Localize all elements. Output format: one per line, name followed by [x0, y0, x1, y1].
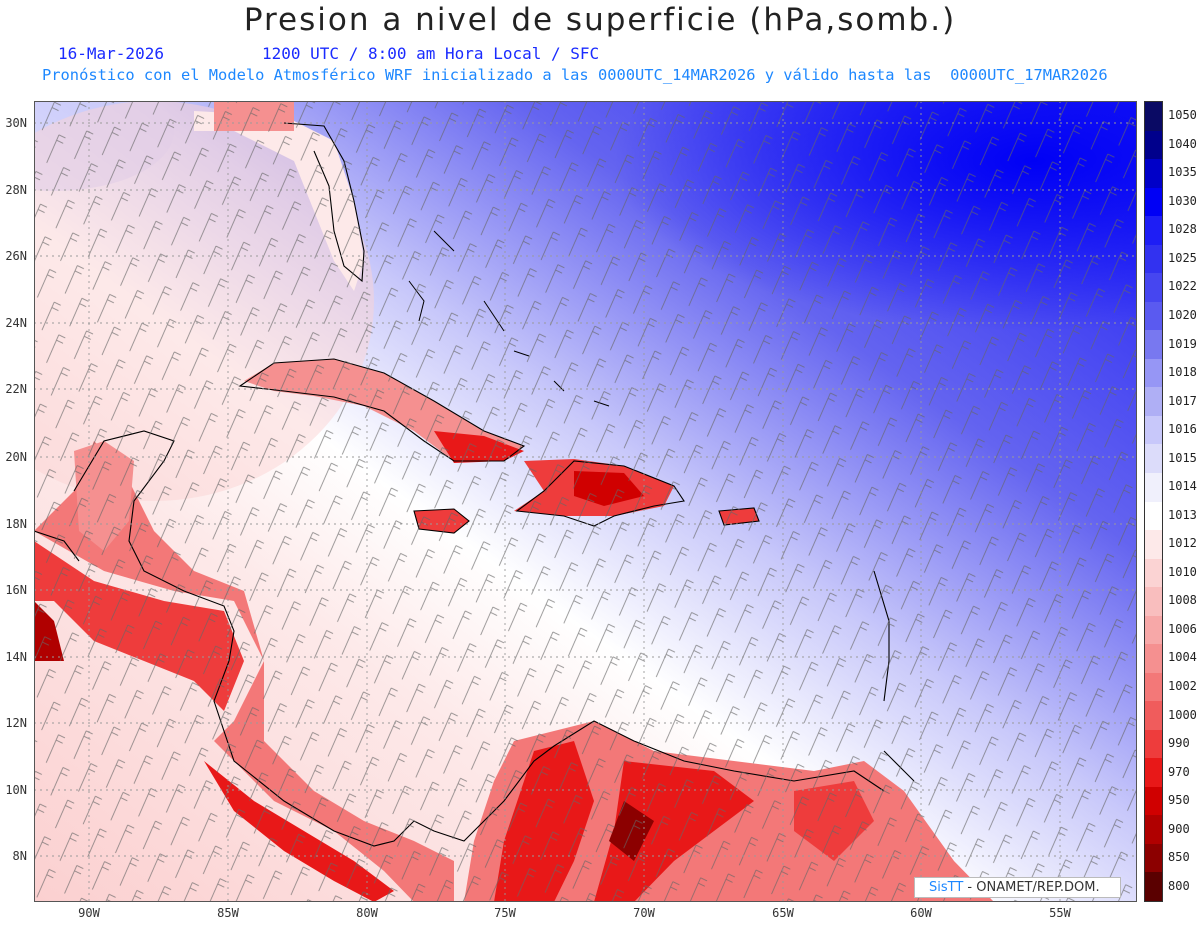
colorbar-level-label: 950	[1168, 793, 1190, 808]
lat-label: 18N	[5, 517, 27, 531]
lon-label: 75W	[494, 906, 516, 920]
colorbar-level-label: 1013	[1168, 507, 1197, 522]
colorbar-cell	[1145, 558, 1162, 588]
colorbar-level-label: 1040	[1168, 136, 1197, 151]
colorbar-cell	[1145, 701, 1162, 731]
colorbar-level-label: 1002	[1168, 678, 1197, 693]
colorbar-level-label: 1008	[1168, 593, 1197, 608]
colorbar-level-label: 900	[1168, 821, 1190, 836]
colorbar-level-label: 1012	[1168, 536, 1197, 551]
lon-label: 80W	[356, 906, 378, 920]
lat-label: 28N	[5, 183, 27, 197]
colorbar-level-label: 1035	[1168, 165, 1197, 180]
lat-label: 24N	[5, 316, 27, 330]
colorbar-cell	[1145, 273, 1162, 303]
colorbar-level-label: 1016	[1168, 422, 1197, 437]
colorbar-cell	[1145, 843, 1162, 873]
lon-label: 65W	[772, 906, 794, 920]
colorbar-level-label: 1019	[1168, 336, 1197, 351]
credit-text: - ONAMET/REP.DOM.	[963, 880, 1100, 895]
colorbar-cell	[1145, 530, 1162, 560]
lat-label: 20N	[5, 450, 27, 464]
lat-label: 22N	[5, 382, 27, 396]
colorbar-cell	[1145, 387, 1162, 417]
chart-title: Presion a nivel de superficie (hPa,somb.…	[243, 2, 957, 38]
colorbar-level-label: 1018	[1168, 365, 1197, 380]
lon-label: 90W	[78, 906, 100, 920]
colorbar-cell	[1145, 444, 1162, 474]
colorbar-cell	[1145, 786, 1162, 816]
credit-box: SisTT - ONAMET/REP.DOM.	[914, 877, 1121, 898]
colorbar-cell	[1145, 758, 1162, 788]
colorbar-cell	[1145, 358, 1162, 388]
colorbar-level-label: 1020	[1168, 308, 1197, 323]
colorbar-level-label: 1004	[1168, 650, 1197, 665]
map-frame	[34, 101, 1137, 902]
colorbar-cell	[1145, 501, 1162, 531]
colorbar-cell	[1145, 615, 1162, 645]
lon-label: 55W	[1049, 906, 1071, 920]
colorbar-level-label: 1030	[1168, 193, 1197, 208]
colorbar-level-label: 1050	[1168, 108, 1197, 123]
colorbar-level-label: 1028	[1168, 222, 1197, 237]
colorbar-level-label: 1025	[1168, 250, 1197, 265]
lat-label: 26N	[5, 249, 27, 263]
colorbar-cell	[1145, 815, 1162, 845]
colorbar-level-label: 1017	[1168, 393, 1197, 408]
colorbar-cell	[1145, 644, 1162, 674]
colorbar-cell	[1145, 130, 1162, 160]
colorbar-level-label: 1015	[1168, 450, 1197, 465]
colorbar-cell	[1145, 672, 1162, 702]
colorbar-level-label: 1000	[1168, 707, 1197, 722]
lat-label: 10N	[5, 783, 27, 797]
colorbar-cell	[1145, 472, 1162, 502]
lon-label: 70W	[633, 906, 655, 920]
colorbar-cell	[1145, 102, 1162, 132]
colorbar-level-label: 850	[1168, 850, 1190, 865]
lon-label: 85W	[217, 906, 239, 920]
lat-label: 14N	[5, 650, 27, 664]
colorbar-level-label: 1010	[1168, 564, 1197, 579]
lon-label: 60W	[910, 906, 932, 920]
lat-label: 12N	[5, 716, 27, 730]
colorbar-level-label: 800	[1168, 878, 1190, 893]
colorbar-cell	[1145, 415, 1162, 445]
colorbar-cell	[1145, 729, 1162, 759]
colorbar-level-label: 1014	[1168, 479, 1197, 494]
lat-label: 16N	[5, 583, 27, 597]
colorbar-level-label: 970	[1168, 764, 1190, 779]
colorbar-cell	[1145, 301, 1162, 331]
colorbar-cell	[1145, 330, 1162, 360]
colorbar-level-label: 1006	[1168, 621, 1197, 636]
pressure-colorbar	[1144, 101, 1163, 902]
forecast-time: 1200 UTC / 8:00 am Hora Local / SFC	[262, 44, 600, 63]
sistt-logo: SisTT	[929, 880, 964, 895]
colorbar-cell	[1145, 159, 1162, 189]
colorbar-cell	[1145, 587, 1162, 617]
colorbar-level-label: 1022	[1168, 279, 1197, 294]
colorbar-cell	[1145, 872, 1162, 902]
model-info: Pronóstico con el Modelo Atmosférico WRF…	[42, 66, 1108, 84]
lat-label: 8N	[12, 849, 27, 863]
lat-label: 30N	[5, 116, 27, 130]
gridlines	[34, 101, 1137, 902]
forecast-date: 16-Mar-2026	[58, 44, 164, 63]
pressure-map	[34, 101, 1137, 902]
colorbar-cell	[1145, 187, 1162, 217]
colorbar-level-label: 990	[1168, 736, 1190, 751]
colorbar-cell	[1145, 244, 1162, 274]
wind-barbs-layer	[34, 101, 1137, 902]
colorbar-cell	[1145, 216, 1162, 246]
